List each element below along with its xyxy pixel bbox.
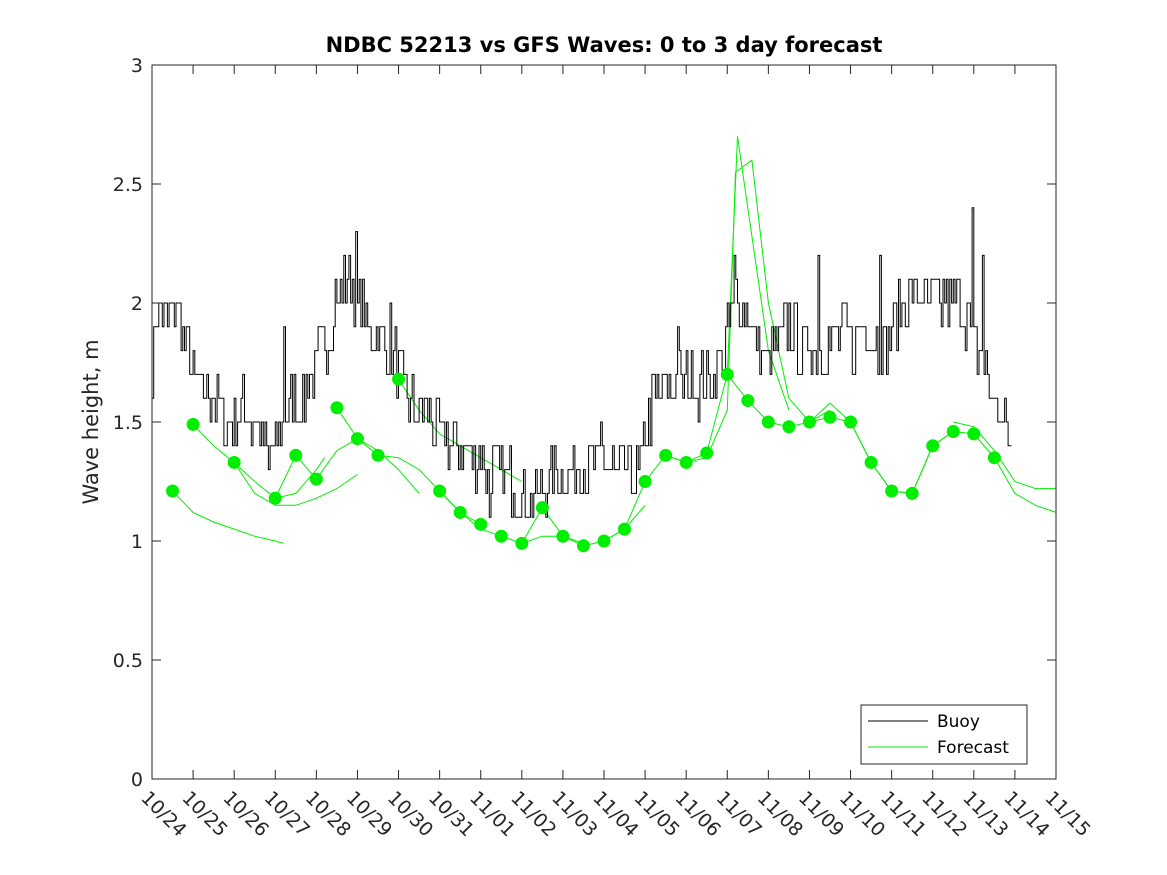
- y-tick-label: 3: [131, 55, 143, 77]
- forecast-marker: [926, 439, 940, 453]
- forecast-marker: [679, 455, 693, 469]
- y-tick-label: 1: [131, 531, 143, 553]
- forecast-marker: [967, 427, 981, 441]
- forecast-marker: [350, 432, 364, 446]
- forecast-marker: [720, 367, 734, 381]
- forecast-marker: [186, 417, 200, 431]
- forecast-marker: [905, 486, 919, 500]
- legend: Buoy Forecast: [860, 704, 1028, 765]
- forecast-marker: [700, 446, 714, 460]
- y-tick-label: 2: [131, 293, 143, 315]
- buoy-line: [152, 207, 1012, 518]
- buoy-series: [152, 207, 1012, 518]
- y-tick-label: 1.5: [113, 412, 143, 434]
- forecast-marker: [618, 522, 632, 536]
- forecast-markers: [166, 367, 1001, 553]
- forecast-marker: [227, 455, 241, 469]
- legend-box: [860, 704, 1028, 765]
- forecast-marker: [268, 491, 282, 505]
- forecast-marker: [659, 448, 673, 462]
- forecast-marker: [433, 484, 447, 498]
- forecast-marker: [453, 505, 467, 519]
- forecast-marker: [638, 475, 652, 488]
- forecast-marker: [987, 451, 1001, 465]
- forecast-marker: [392, 372, 406, 386]
- forecast-line-run-b: [192, 424, 326, 499]
- forecast-marker: [946, 425, 960, 439]
- forecast-marker: [741, 394, 755, 408]
- forecast-line-run-a: [172, 490, 284, 544]
- y-axis-label: Wave height, m: [79, 339, 103, 504]
- forecast-marker: [556, 529, 570, 543]
- forecast-marker: [371, 448, 385, 462]
- forecast-line-run-j: [665, 159, 831, 464]
- forecast-marker: [823, 410, 837, 424]
- forecast-marker: [494, 529, 508, 543]
- y-tick-label: 2.5: [113, 174, 143, 196]
- forecast-marker: [289, 448, 303, 462]
- y-tick-label: 0: [131, 769, 143, 791]
- y-axis: 0 0.5 1 1.5 2 2.5 3: [113, 55, 1056, 791]
- legend-buoy-label: Buoy: [937, 712, 980, 732]
- forecast-marker: [515, 536, 529, 550]
- forecast-marker: [802, 415, 816, 429]
- forecast-marker: [597, 534, 611, 548]
- forecast-marker: [330, 401, 344, 415]
- y-tick-label: 0.5: [113, 650, 143, 672]
- legend-forecast-label: Forecast: [937, 738, 1009, 758]
- forecast-marker: [535, 501, 549, 515]
- forecast-marker: [576, 539, 590, 553]
- forecast-marker: [474, 517, 488, 531]
- forecast-marker: [844, 415, 858, 429]
- forecast-marker: [864, 455, 878, 469]
- forecast-line-run-n: [953, 421, 1056, 490]
- chart-title: NDBC 52213 vs GFS Waves: 0 to 3 day fore…: [326, 33, 883, 57]
- forecast-line-run-c: [233, 462, 358, 506]
- forecast-marker: [166, 484, 180, 498]
- forecast-marker: [782, 420, 796, 434]
- forecast-marker: [885, 484, 899, 498]
- forecast-marker: [309, 472, 323, 486]
- forecast-marker: [761, 415, 775, 429]
